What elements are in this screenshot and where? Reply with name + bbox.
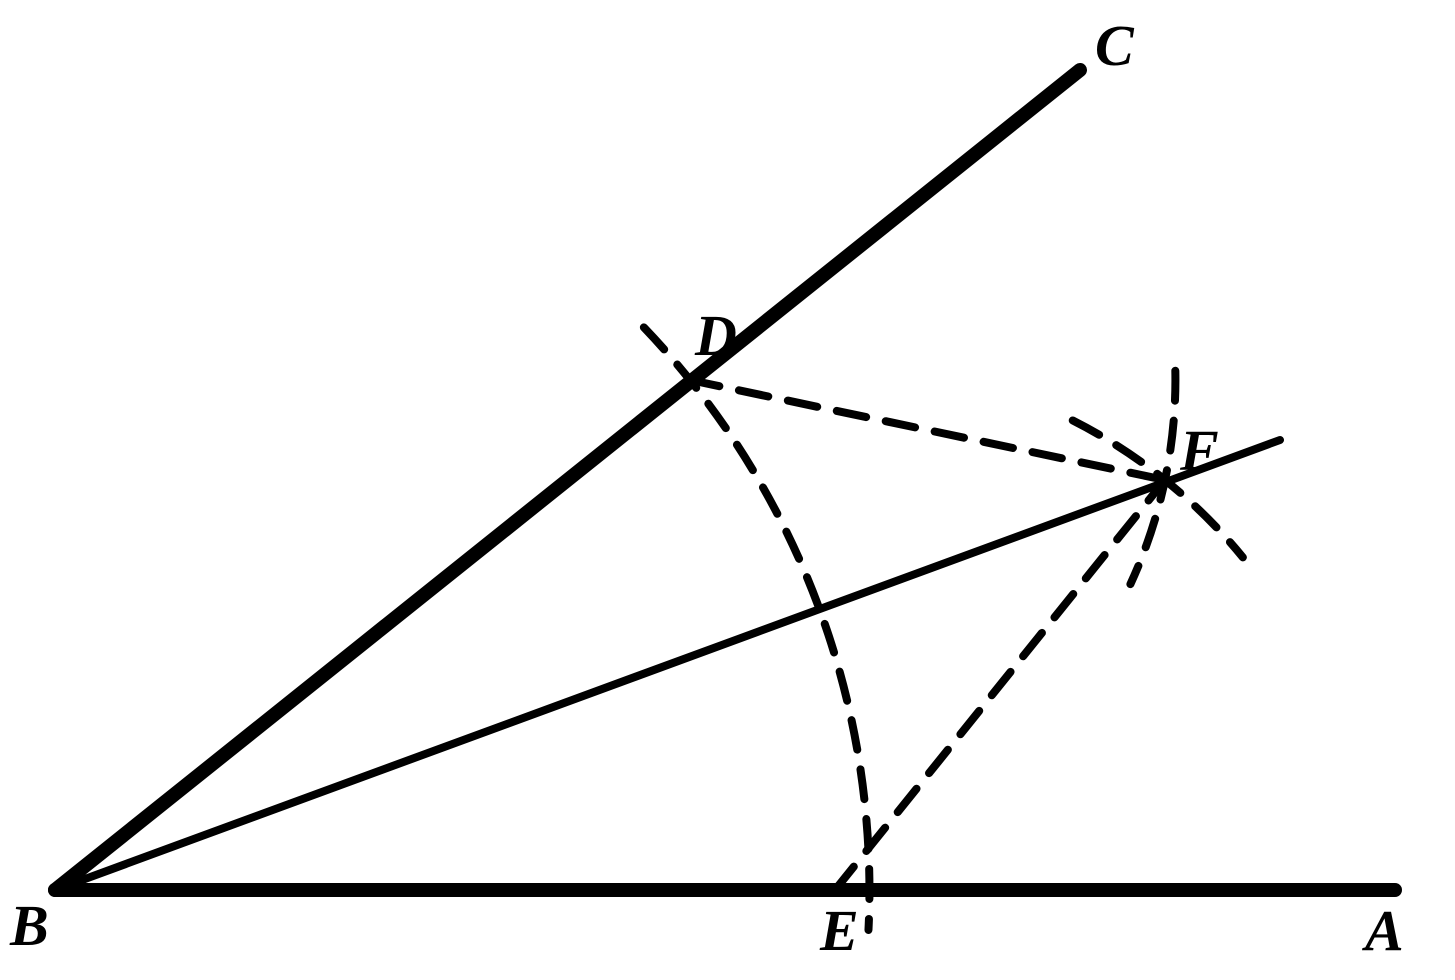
label-C: C	[1095, 13, 1135, 78]
label-F: F	[1179, 418, 1219, 483]
label-D: D	[694, 303, 737, 368]
label-B: B	[9, 893, 49, 958]
label-E: E	[819, 898, 859, 963]
line-BC	[55, 70, 1080, 890]
label-A: A	[1362, 898, 1404, 963]
angle-bisector-diagram: A B C D E F	[0, 0, 1455, 980]
line-BF	[55, 440, 1280, 890]
